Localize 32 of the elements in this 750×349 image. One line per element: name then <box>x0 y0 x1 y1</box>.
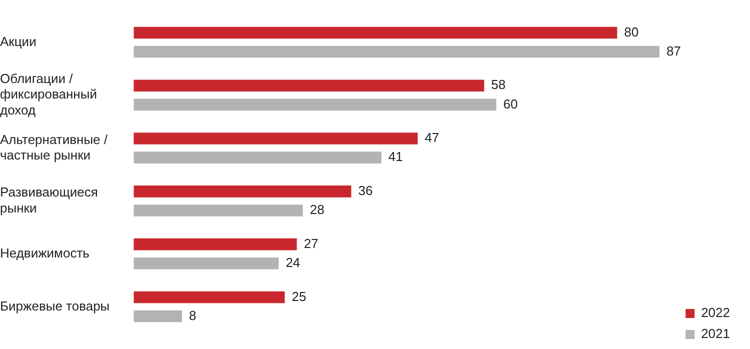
data-label: 28 <box>310 202 324 218</box>
legend-label: 2021 <box>701 326 730 342</box>
y-tick-label: Альтернативные / частные рынки <box>0 132 108 162</box>
bar <box>134 46 660 58</box>
y-tick-label: Недвижимость <box>0 245 90 260</box>
data-label: 24 <box>286 254 300 270</box>
bar <box>134 132 418 144</box>
y-tick-label: Акции <box>0 34 36 49</box>
data-label: 47 <box>424 130 440 146</box>
bar <box>134 310 182 322</box>
bar <box>134 238 297 250</box>
y-tick-label: Биржевые товары <box>0 298 110 314</box>
data-label: 60 <box>503 96 518 112</box>
data-label: 80 <box>624 24 639 40</box>
bar <box>134 152 382 164</box>
bar <box>134 291 285 304</box>
bar <box>134 204 303 216</box>
bar <box>134 186 352 198</box>
bar <box>134 26 618 39</box>
data-label: 41 <box>388 149 403 164</box>
data-label: 27 <box>304 236 318 251</box>
legend-label: 2022 <box>701 305 730 320</box>
bar <box>134 98 496 111</box>
data-label: 25 <box>292 288 306 304</box>
data-label: 8 <box>188 308 196 323</box>
data-label: 87 <box>666 43 681 58</box>
y-tick-label: Развивающиеся рынки <box>0 184 98 216</box>
y-tick-label: Облигации / фиксированный доход <box>0 71 97 118</box>
data-label: 36 <box>358 183 373 198</box>
bar <box>134 257 279 270</box>
bar <box>134 80 484 92</box>
data-label: 58 <box>491 77 506 92</box>
